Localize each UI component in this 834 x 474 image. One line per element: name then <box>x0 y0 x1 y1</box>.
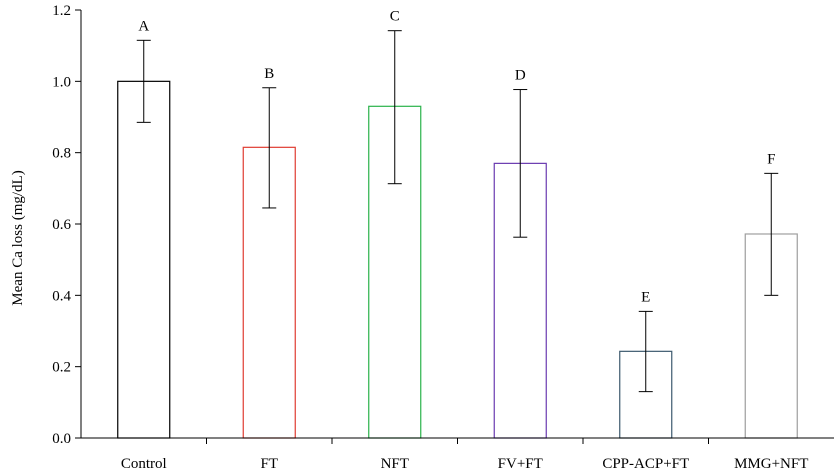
significance-letter: F <box>767 151 775 167</box>
significance-letter: B <box>264 66 274 82</box>
significance-letter: C <box>390 9 400 25</box>
y-tick-label: 0.8 <box>52 146 71 162</box>
y-tick-label: 1.0 <box>52 74 71 90</box>
bars <box>117 80 798 439</box>
y-axis-ticks: 0.0 0.2 0.4 0.6 0.8 1.0 1.2 <box>52 3 81 447</box>
x-axis-ticks: Control FT NFT FV+FT CPP-ACP+FT MMG+NFT <box>121 438 808 472</box>
x-tick-label: FT <box>260 456 278 472</box>
y-tick-label: 0.0 <box>52 431 71 447</box>
x-tick-label: MMG+NFT <box>734 456 808 472</box>
bar <box>117 80 171 439</box>
y-tick-label: 0.4 <box>52 288 71 304</box>
y-axis-title: Mean Ca loss (mg/dL) <box>10 170 26 305</box>
x-tick-label: FV+FT <box>498 456 543 472</box>
x-tick-label: NFT <box>381 456 409 472</box>
significance-letter: D <box>515 68 526 84</box>
y-tick-label: 0.2 <box>52 360 71 376</box>
x-tick-label: CPP-ACP+FT <box>602 456 689 472</box>
error-bars <box>136 30 779 393</box>
significance-letter: E <box>641 289 650 305</box>
y-tick-label: 0.6 <box>52 217 71 233</box>
significance-letters: A B C D E F <box>138 9 775 306</box>
x-tick-label: Control <box>121 456 167 472</box>
significance-letter: A <box>138 18 149 34</box>
y-tick-label: 1.2 <box>52 3 71 19</box>
